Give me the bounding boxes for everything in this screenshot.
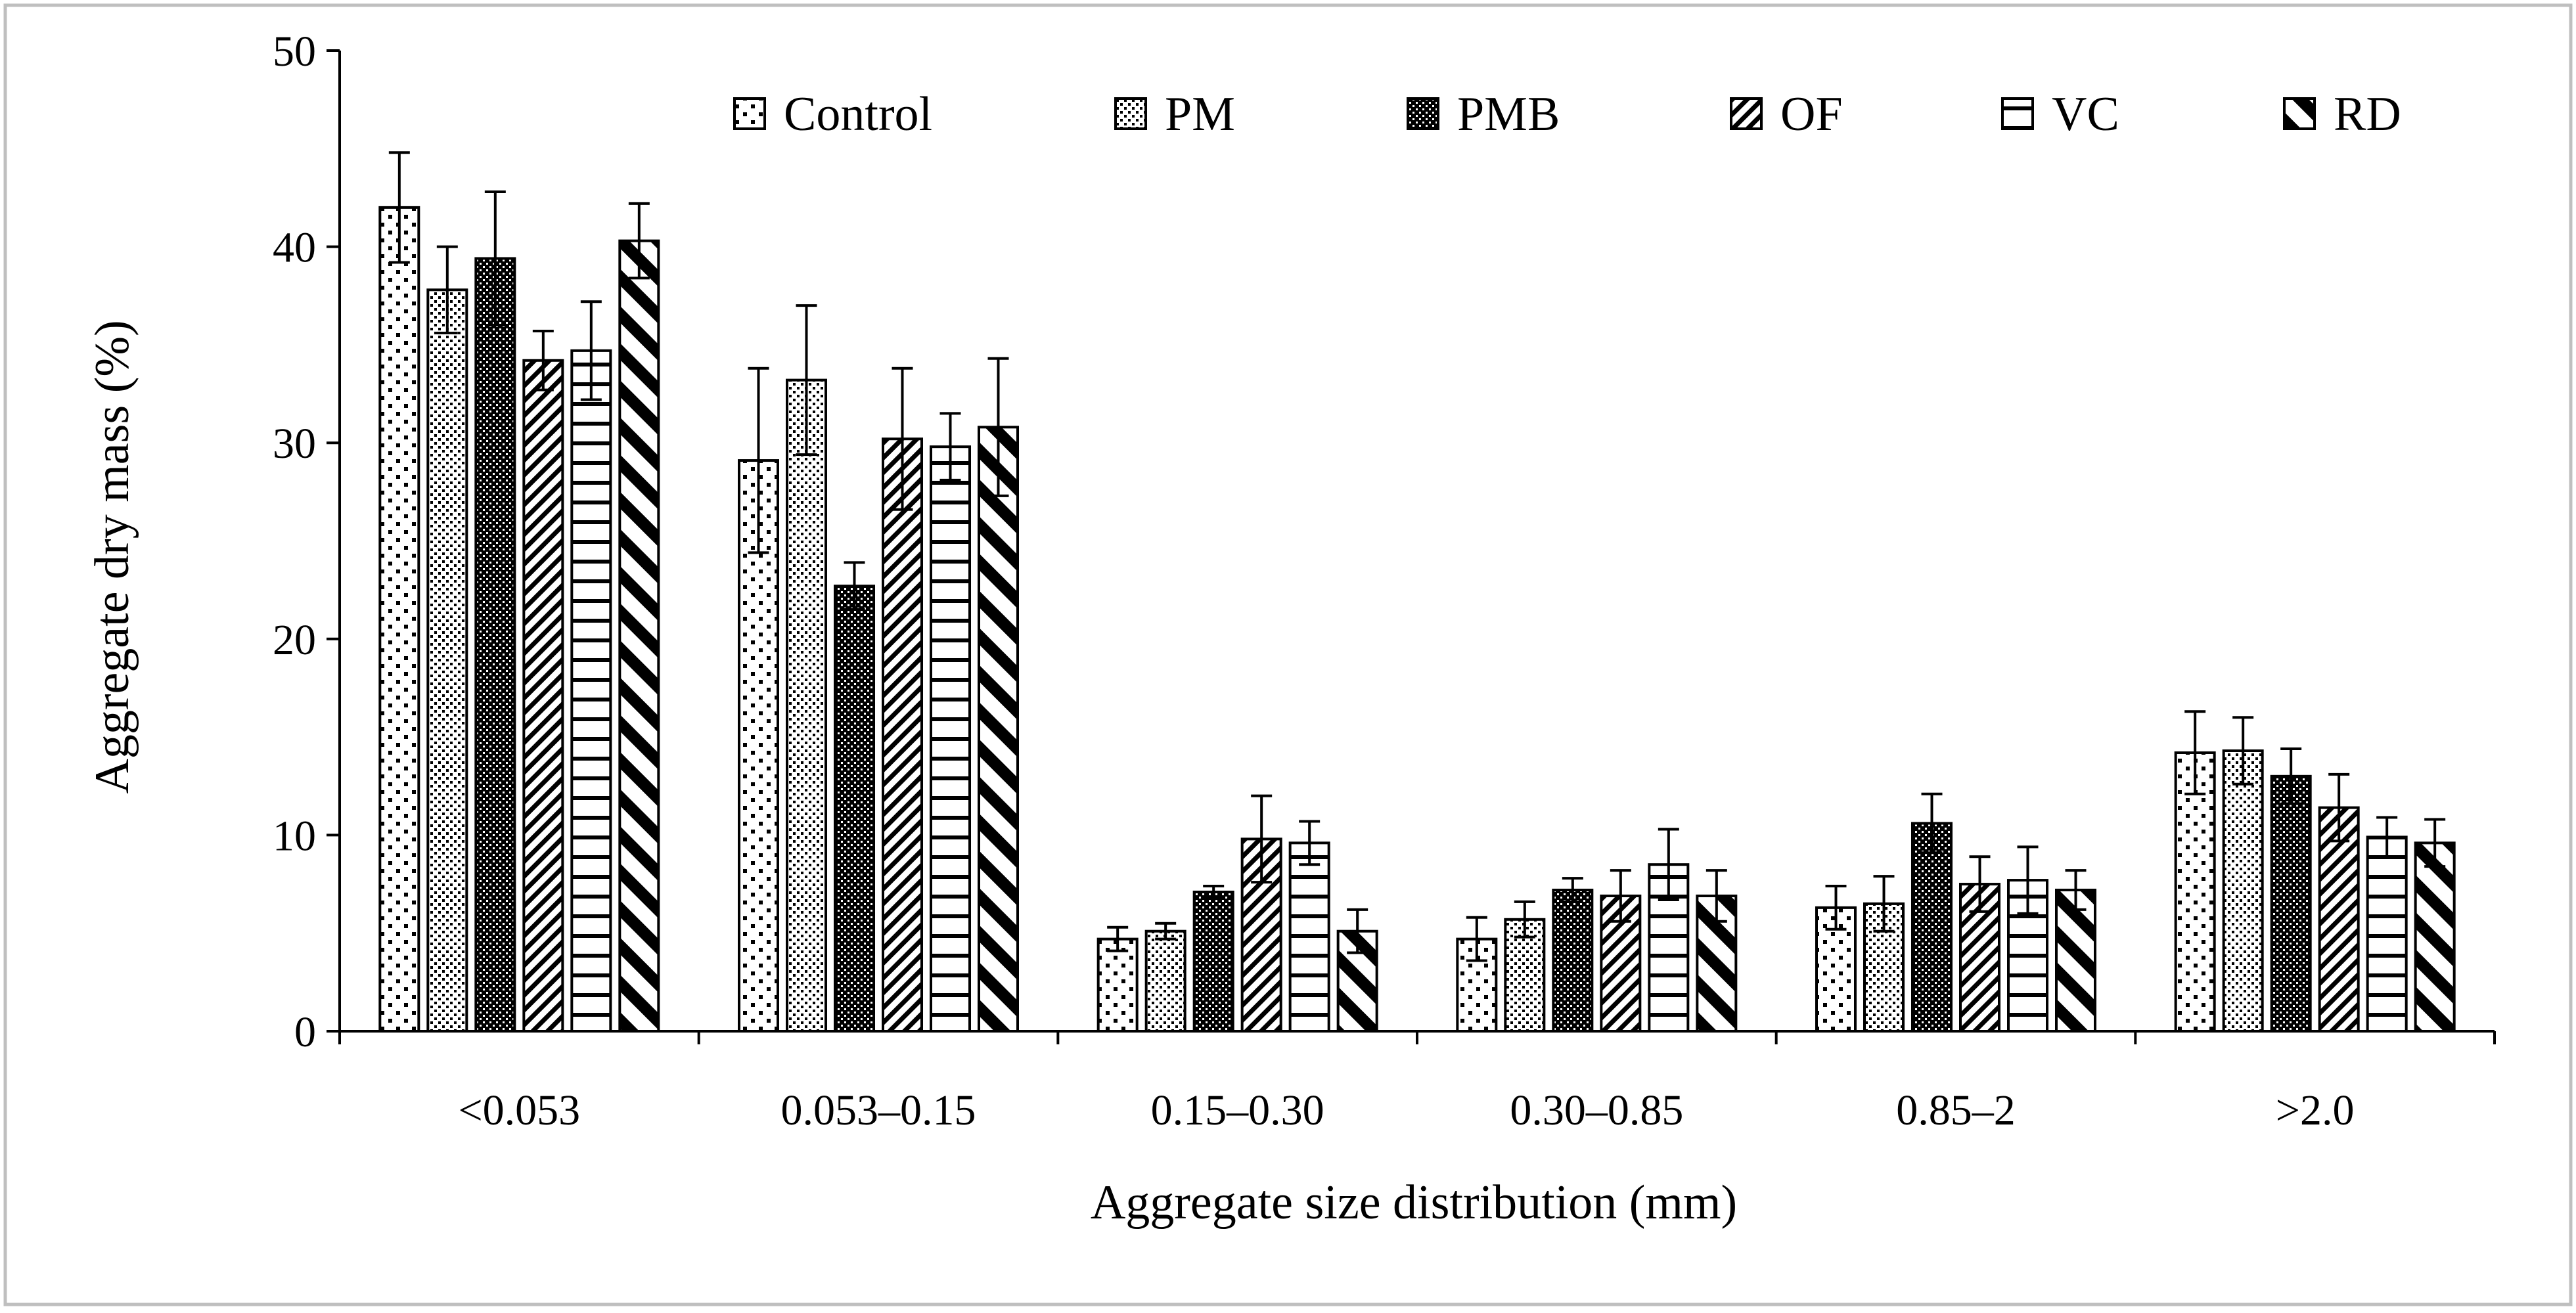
y-tick-label: 0: [294, 1008, 316, 1056]
legend-item: RD: [2283, 87, 2401, 141]
bar: [2414, 841, 2456, 1033]
bar: [1192, 890, 1234, 1033]
bar: [1144, 929, 1186, 1033]
error-bar: [987, 357, 1009, 497]
bar: [618, 239, 660, 1033]
bar: [786, 378, 827, 1033]
error-bar: [844, 561, 865, 612]
error-bar: [484, 190, 506, 327]
error-bar: [2376, 816, 2398, 858]
y-tick-label: 10: [273, 812, 316, 860]
error-bar: [628, 202, 650, 280]
y-tick-label: 30: [273, 420, 316, 468]
error-bar: [2280, 747, 2302, 805]
bar: [1552, 889, 1594, 1033]
bar: [378, 206, 420, 1033]
legend-swatch: [1114, 97, 1147, 130]
error-bar: [796, 304, 817, 456]
legend-label: PM: [1165, 87, 1235, 141]
legend-item: OF: [1730, 87, 1843, 141]
x-tick-label: 0.30–0.85: [1510, 1086, 1683, 1134]
legend-label: RD: [2334, 87, 2401, 141]
error-bar: [892, 367, 913, 511]
error-bar: [2017, 845, 2039, 915]
x-tick-label: 0.15–0.30: [1151, 1086, 1324, 1134]
bar: [834, 585, 875, 1033]
bar: [1096, 937, 1139, 1033]
x-tick-label: >2.0: [2276, 1086, 2355, 1134]
error-bar: [1873, 875, 1895, 933]
error-bar: [939, 412, 961, 481]
bar: [2366, 835, 2408, 1033]
bar: [1911, 822, 1953, 1033]
error-bar: [1969, 855, 1991, 913]
error-bar: [1825, 885, 1847, 931]
x-tick-label: <0.053: [458, 1086, 580, 1134]
y-tick-label: 50: [273, 28, 316, 76]
error-bar: [748, 367, 769, 554]
bar: [978, 426, 1019, 1033]
legend-label: OF: [1780, 87, 1843, 141]
bar: [882, 437, 923, 1033]
bar: [2055, 889, 2096, 1033]
bar: [570, 349, 612, 1033]
error-bar: [2184, 710, 2206, 795]
error-bar: [580, 300, 602, 401]
legend-item: VC: [2001, 87, 2119, 141]
error-bar: [2328, 772, 2350, 843]
x-tick-label: 0.053–0.15: [781, 1086, 976, 1134]
error-bar: [1155, 922, 1177, 941]
legend: Control PM PMB OF VC RD: [733, 87, 2401, 141]
y-axis-title: Aggregate dry mass (%): [85, 320, 139, 793]
bar: [738, 459, 779, 1033]
error-bar: [1921, 792, 1943, 855]
bar: [2222, 749, 2264, 1033]
error-bar: [2232, 716, 2254, 786]
error-bar: [436, 245, 458, 334]
bar: [426, 288, 468, 1033]
legend-swatch: [2001, 97, 2034, 130]
error-bar: [1203, 885, 1225, 899]
legend-label: PMB: [1457, 87, 1560, 141]
bar: [522, 359, 564, 1033]
error-bar: [1562, 877, 1583, 903]
error-bar: [532, 329, 554, 391]
plot-bars: [378, 151, 2456, 1033]
legend-item: Control: [733, 87, 932, 141]
legend-item: PM: [1114, 87, 1235, 141]
bar: [474, 257, 516, 1033]
error-bar: [388, 151, 410, 264]
error-bar: [1299, 820, 1321, 866]
error-bar: [1251, 794, 1273, 884]
bar: [2270, 774, 2312, 1033]
error-bar: [1466, 916, 1487, 962]
legend-swatch: [1730, 97, 1763, 130]
legend-label: Control: [784, 87, 932, 141]
bar: [1288, 841, 1330, 1033]
legend-swatch: [2283, 97, 2316, 130]
bar: [2318, 806, 2360, 1033]
error-bar: [1107, 925, 1129, 952]
legend-item: PMB: [1407, 87, 1560, 141]
plot-axes: 0 10 20 30 40 50 <0.053 0.053–0.15 0.15–0.30 0.30…: [273, 28, 2496, 1134]
x-axis-title: Aggregate size distribution (mm): [1091, 1176, 1737, 1230]
error-bar: [1347, 908, 1368, 954]
error-bar: [1514, 900, 1535, 939]
error-bar: [2424, 818, 2446, 868]
error-bar: [2065, 869, 2087, 911]
legend-swatch: [1407, 97, 1439, 130]
bar: [930, 445, 971, 1033]
error-bar: [1706, 869, 1727, 923]
error-bar: [1658, 828, 1679, 901]
x-tick-label: 0.85–2: [1896, 1086, 2016, 1134]
legend-swatch: [733, 97, 766, 130]
y-tick-label: 40: [273, 224, 316, 272]
error-bar: [1610, 869, 1631, 923]
y-tick-label: 20: [273, 616, 316, 664]
legend-label: VC: [2052, 87, 2119, 141]
